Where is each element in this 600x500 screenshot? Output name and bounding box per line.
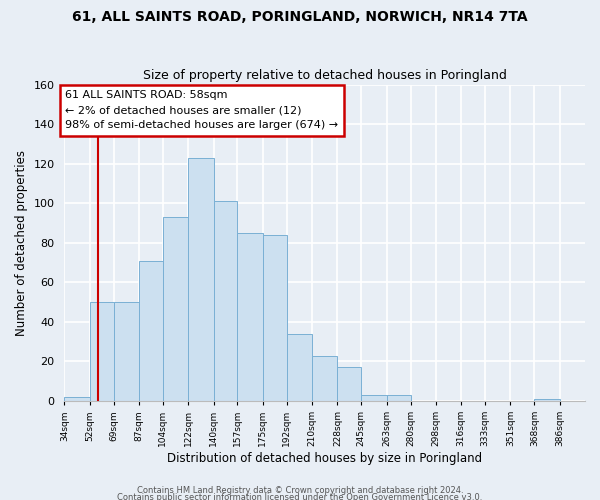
- Text: 61 ALL SAINTS ROAD: 58sqm
← 2% of detached houses are smaller (12)
98% of semi-d: 61 ALL SAINTS ROAD: 58sqm ← 2% of detach…: [65, 90, 338, 130]
- Bar: [214, 202, 238, 401]
- Bar: [337, 368, 361, 401]
- Bar: [287, 334, 312, 401]
- X-axis label: Distribution of detached houses by size in Poringland: Distribution of detached houses by size …: [167, 452, 482, 465]
- Bar: [113, 302, 139, 401]
- Bar: [238, 233, 263, 401]
- Bar: [386, 395, 410, 401]
- Y-axis label: Number of detached properties: Number of detached properties: [15, 150, 28, 336]
- Bar: [163, 217, 188, 401]
- Bar: [361, 395, 386, 401]
- Text: Contains public sector information licensed under the Open Government Licence v3: Contains public sector information licen…: [118, 494, 482, 500]
- Text: 61, ALL SAINTS ROAD, PORINGLAND, NORWICH, NR14 7TA: 61, ALL SAINTS ROAD, PORINGLAND, NORWICH…: [72, 10, 528, 24]
- Bar: [312, 356, 337, 401]
- Bar: [188, 158, 214, 401]
- Bar: [64, 397, 90, 401]
- Title: Size of property relative to detached houses in Poringland: Size of property relative to detached ho…: [143, 69, 506, 82]
- Bar: [90, 302, 113, 401]
- Bar: [263, 235, 287, 401]
- Text: Contains HM Land Registry data © Crown copyright and database right 2024.: Contains HM Land Registry data © Crown c…: [137, 486, 463, 495]
- Bar: [535, 399, 560, 401]
- Bar: [139, 260, 163, 401]
